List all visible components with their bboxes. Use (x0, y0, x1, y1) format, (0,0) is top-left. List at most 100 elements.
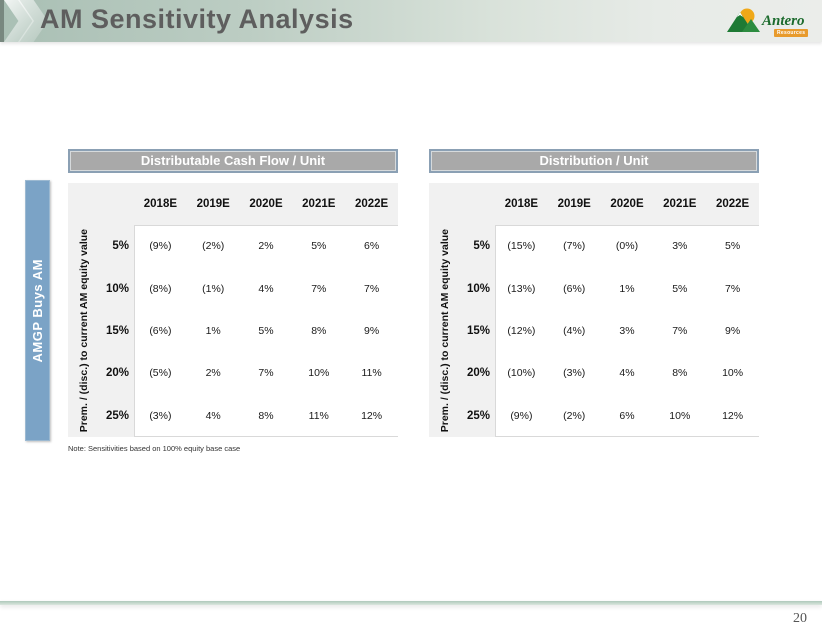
table-cell: 7% (363, 282, 380, 295)
row-header: 10% (105, 282, 129, 295)
table-cell: (2%) (563, 409, 586, 422)
table-title: Distribution / Unit (429, 149, 759, 173)
table-cell: 9% (363, 325, 380, 338)
table-cell: 5% (258, 325, 274, 338)
table-cell: (10%) (507, 367, 536, 380)
table-body: 5% (9%) (2%) 2% 5% 6% 10% (8%) (1%) 4% 7% 7% 15% (6%)… (100, 225, 398, 437)
mountain-sun-icon (727, 8, 760, 32)
row-header: 10% (466, 282, 490, 295)
row-header: 25% (105, 409, 129, 422)
table-cell: (7%) (563, 240, 586, 253)
column-header: 2022E (354, 198, 389, 210)
antero-logo: Antero Resources (726, 5, 809, 39)
table-cell: (15%) (507, 240, 536, 253)
row-header: 15% (466, 325, 490, 338)
table-cell: 8% (672, 367, 688, 380)
table-cell: (13%) (507, 282, 536, 295)
table-cell: 8% (311, 325, 327, 338)
table-row: 10% (13%) (6%) 1% 5% 7% (461, 267, 759, 309)
table-data-background (134, 225, 398, 437)
table-cell: 12% (722, 409, 744, 422)
table-cell: 7% (311, 282, 327, 295)
table-cell: 5% (724, 240, 741, 253)
table-cell: 9% (724, 325, 741, 338)
table-cell: 10% (722, 367, 744, 380)
axis-cell: Prem. / (disc.) to current AM equity val… (68, 183, 100, 437)
table-row: 20% (10%) (3%) 4% 8% 10% (461, 352, 759, 394)
table-corner-spacer (461, 183, 495, 225)
table-row: 5% (15%) (7%) (0%) 3% 5% (461, 225, 759, 267)
table-cell: (9%) (510, 409, 533, 422)
table-cell: 10% (308, 367, 330, 380)
column-header: 2019E (196, 198, 230, 210)
table-cell: 7% (724, 282, 741, 295)
table-cell: 2% (205, 367, 221, 380)
table-cell: (3%) (149, 409, 172, 422)
table-row: 25% (3%) 4% 8% 11% 12% (100, 395, 398, 437)
table-cell: (8%) (149, 282, 172, 295)
table-cell: 7% (672, 325, 688, 338)
table-cell: (3%) (563, 367, 586, 380)
table-cell: 6% (619, 409, 635, 422)
table-title: Distributable Cash Flow / Unit (68, 149, 398, 173)
table-cell: (12%) (507, 325, 536, 338)
table-cell: 6% (363, 240, 380, 253)
table-cell: (1%) (202, 282, 225, 295)
column-header: 2018E (504, 198, 539, 210)
column-header: 2020E (610, 198, 644, 210)
table-group-distribution: Distribution / Unit Prem. / (disc.) to c… (429, 149, 759, 437)
table-grid: 2018E 2019E 2020E 2021E 2022E 5% (9%) (2%) 2% 5% 6… (100, 183, 398, 437)
table-corner-spacer (100, 183, 134, 225)
table-cell: 3% (672, 240, 688, 253)
table-cell: 8% (258, 409, 274, 422)
column-header: 2021E (302, 198, 336, 210)
table-cell: 1% (205, 325, 221, 338)
row-header: 25% (466, 409, 490, 422)
axis-cell: Prem. / (disc.) to current AM equity val… (429, 183, 461, 437)
table-row: 25% (9%) (2%) 6% 10% 12% (461, 395, 759, 437)
page-title: AM Sensitivity Analysis (40, 4, 354, 34)
table-row: 10% (8%) (1%) 4% 7% 7% (100, 267, 398, 309)
table-cell: 10% (669, 409, 691, 422)
table-grid: 2018E 2019E 2020E 2021E 2022E 5% (15%) (7%) (0%)… (461, 183, 759, 437)
table-cell: 3% (619, 325, 635, 338)
row-header: 20% (466, 367, 490, 380)
footnote: Note: Sensitivities based on 100% equity… (68, 444, 241, 453)
axis-label: Prem. / (disc.) to current AM equity val… (438, 229, 451, 433)
table-cell: 2% (258, 240, 274, 253)
table-cell: (4%) (563, 325, 586, 338)
page-number: 20 (793, 611, 807, 626)
table-cell: 11% (308, 409, 329, 422)
table-header-row: 2018E 2019E 2020E 2021E 2022E (100, 183, 398, 225)
table-cell: 1% (619, 282, 635, 295)
row-header: 5% (112, 240, 129, 253)
column-header: 2020E (249, 198, 283, 210)
table-cell: (5%) (149, 367, 172, 380)
row-header: 15% (105, 325, 129, 338)
table-cell: (9%) (149, 240, 172, 253)
table-row: 15% (6%) 1% 5% 8% 9% (100, 310, 398, 352)
table-header-row: 2018E 2019E 2020E 2021E 2022E (461, 183, 759, 225)
column-header: 2022E (715, 198, 750, 210)
table-cell: (6%) (563, 282, 586, 295)
table-cell: 5% (672, 282, 688, 295)
table-cell: 12% (361, 409, 383, 422)
sensitivity-table: Prem. / (disc.) to current AM equity val… (429, 183, 759, 437)
table-cell: (2%) (202, 240, 225, 253)
axis-label: Prem. / (disc.) to current AM equity val… (77, 229, 90, 433)
table-row: 20% (5%) 2% 7% 10% 11% (100, 352, 398, 394)
table-row: 15% (12%) (4%) 3% 7% 9% (461, 310, 759, 352)
column-header: 2018E (143, 198, 178, 210)
side-label-bar: AMGP Buys AM (25, 180, 50, 441)
slide-header: AM Sensitivity Analysis (0, 0, 822, 42)
table-group-dcf: Distributable Cash Flow / Unit Prem. / (… (68, 149, 398, 453)
sensitivity-table: Prem. / (disc.) to current AM equity val… (68, 183, 398, 437)
row-header: 20% (105, 367, 129, 380)
logo-subtext: Resources (774, 29, 809, 37)
column-header: 2021E (663, 198, 697, 210)
column-header: 2019E (557, 198, 591, 210)
table-cell: 4% (258, 282, 274, 295)
table-cell: 5% (311, 240, 327, 253)
table-cell: 11% (361, 367, 382, 380)
